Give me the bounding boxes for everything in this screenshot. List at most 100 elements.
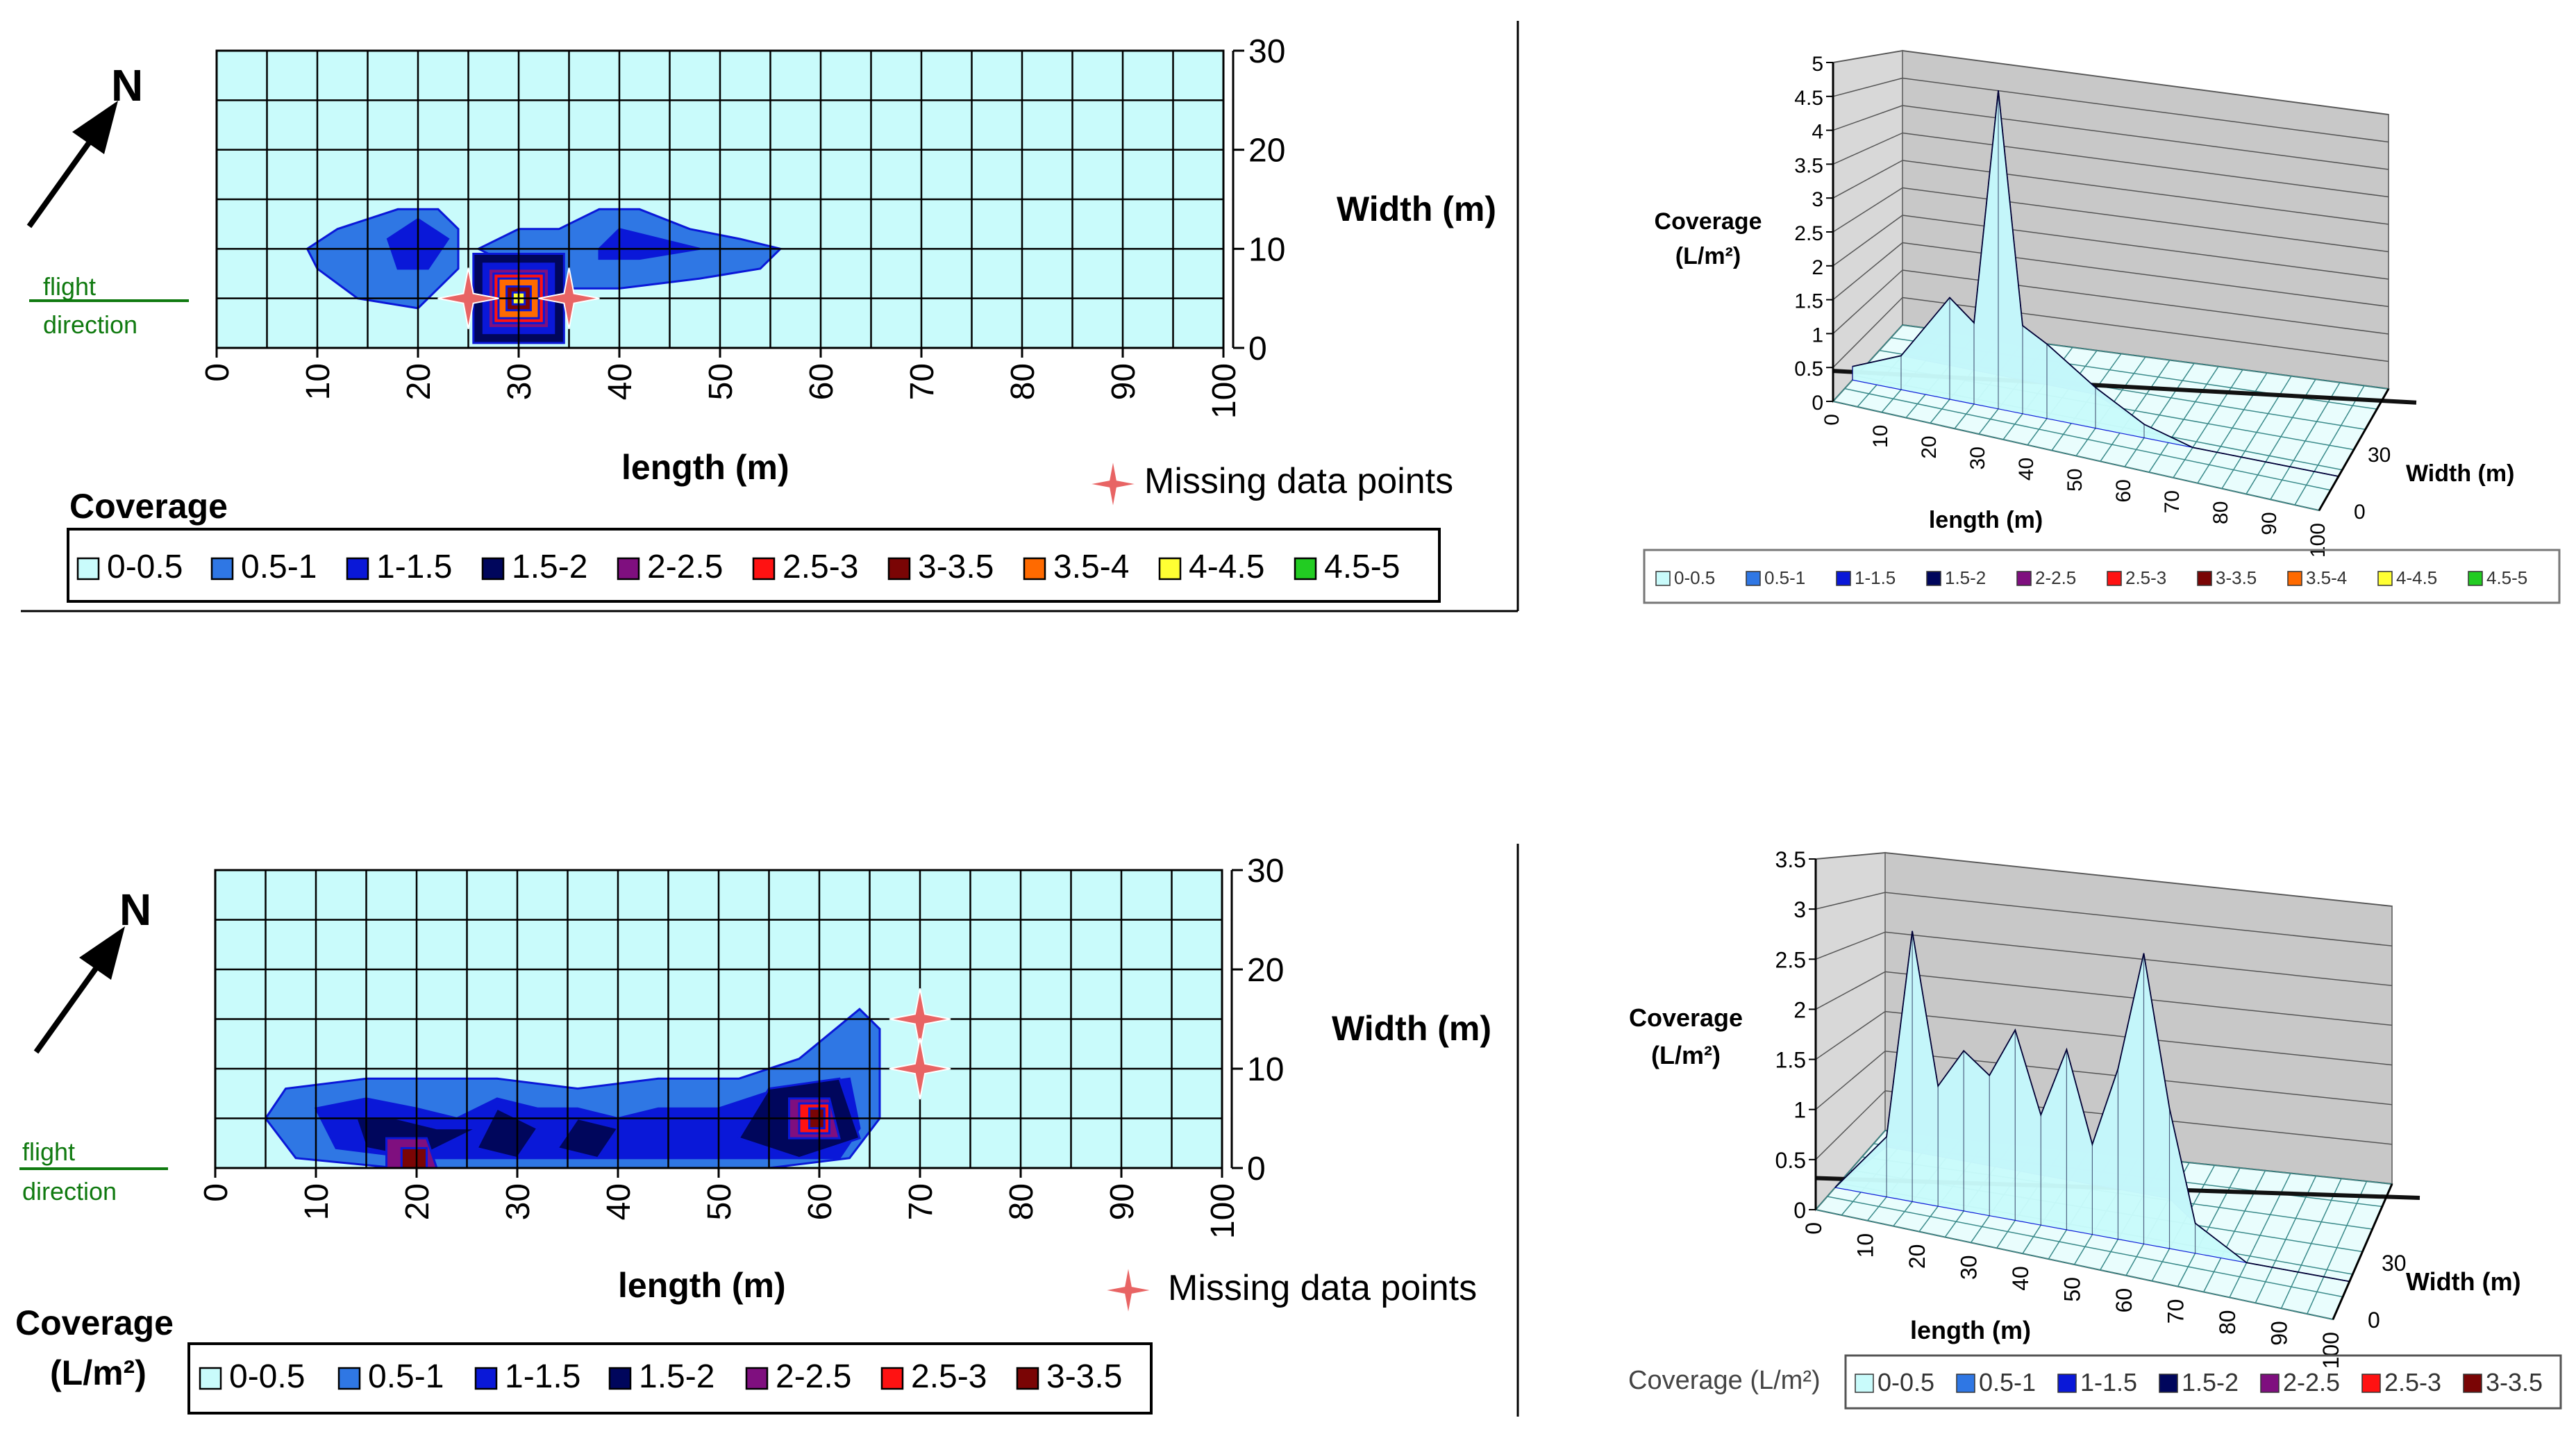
legend-swatch <box>1023 557 1046 581</box>
legend-label: 0.5-1 <box>241 549 317 585</box>
direction-label: direction <box>22 1177 117 1206</box>
grid-line <box>1815 971 1886 1010</box>
width-tick-label: 0 <box>2368 1308 2380 1333</box>
grid-line <box>1832 242 1903 301</box>
z-tick-label: 3 <box>1812 188 1823 211</box>
legend-box <box>67 528 1441 603</box>
x-tick-label: 60 <box>2111 1288 2136 1313</box>
surface-outline <box>1834 931 2350 1283</box>
x-tick-label: 30 <box>1966 447 1989 469</box>
legend-swatch <box>2016 571 2032 586</box>
legend-label: 1-1.5 <box>505 1358 580 1395</box>
missing-data-star-icon <box>437 267 499 329</box>
x-tick-label: 70 <box>904 363 941 400</box>
length-axis-label: length (m) <box>1910 1316 2031 1344</box>
x-tick-label: 30 <box>500 1183 537 1220</box>
y-tick-label: 20 <box>1247 952 1284 989</box>
north-arrow-icon <box>26 101 118 228</box>
grid-line <box>1884 931 2393 987</box>
y-tick-label: 10 <box>1248 231 1285 268</box>
coverage-legend-unit: (L/m²) <box>50 1353 147 1392</box>
x-tick-label: 80 <box>1005 363 1042 400</box>
y-tick-label: 10 <box>1247 1051 1284 1088</box>
legend-label: 2-2.5 <box>2035 567 2076 588</box>
x-tick-label: 90 <box>2267 1321 2292 1346</box>
legend-label: 4-4.5 <box>2396 567 2437 588</box>
legend-swatch <box>2361 1374 2381 1393</box>
floor-grid-line <box>1844 387 2331 491</box>
legend-swatch <box>1294 557 1317 581</box>
x-tick-label: 10 <box>300 363 337 400</box>
coverage-legend-title: Coverage <box>69 487 228 526</box>
width-axis-label: Width (m) <box>1332 1009 1491 1048</box>
legend-swatch <box>2463 1374 2482 1393</box>
width-tick-label: 30 <box>2368 444 2391 467</box>
x-tick-label: 20 <box>1918 435 1941 458</box>
grid-line <box>1902 50 2389 115</box>
legend-swatch <box>745 1367 769 1390</box>
contour-band-1.5-2 <box>555 1117 620 1160</box>
legend-swatch <box>1926 571 1941 586</box>
legend-swatch <box>2260 1374 2280 1393</box>
y-tick-label: 30 <box>1248 33 1285 70</box>
length-axis-label: length (m) <box>1929 507 2043 533</box>
x-tick-label: 80 <box>2215 1310 2240 1335</box>
direction-label: direction <box>43 310 137 339</box>
legend-label: 4.5-5 <box>2486 567 2527 588</box>
z-tick-label: 2.5 <box>1775 947 1806 972</box>
legend-label: 4.5-5 <box>1324 549 1400 585</box>
grid-line <box>1832 77 1903 97</box>
width-axis-line <box>2332 1183 2393 1320</box>
legend-label: 3-3.5 <box>1046 1358 1122 1395</box>
legend-swatch <box>880 1367 904 1390</box>
grid-line <box>1884 852 2393 907</box>
legend-label: 0.5-1 <box>1764 567 1805 588</box>
x-tick-label: 30 <box>501 363 538 400</box>
x-tick-label: 100 <box>1205 1183 1241 1239</box>
grid-line <box>1815 852 1886 860</box>
z-tick-label: 0 <box>1812 392 1823 415</box>
floor-grid-line <box>1815 1209 2334 1320</box>
floor-grid-line <box>1832 401 2320 511</box>
flight-label: flight <box>43 272 96 301</box>
x-tick-label: 0 <box>198 1183 235 1202</box>
width-axis-label: Width (m) <box>2406 460 2514 487</box>
grid-line <box>1902 215 2389 280</box>
legend-swatch <box>1016 1367 1039 1390</box>
width-axis-label: Width (m) <box>2406 1267 2521 1296</box>
legend-label: 1.5-2 <box>2182 1368 2239 1396</box>
grid-line <box>1902 105 2389 170</box>
coverage-axis-label: Coverage <box>1629 1003 1743 1032</box>
north-arrow-icon <box>33 926 125 1054</box>
legend-swatch <box>2197 571 2212 586</box>
grid-line <box>1815 1090 1886 1160</box>
missing-points-label: Missing data points <box>1144 461 1453 501</box>
legend-swatch <box>199 1367 222 1390</box>
legend-label: 3-3.5 <box>2486 1368 2543 1396</box>
legend-label: 0.5-1 <box>1979 1368 2036 1396</box>
coverage-legend-title: Coverage <box>15 1303 174 1342</box>
coverage-axis-label: Coverage <box>1655 208 1762 235</box>
legend-label: 1-1.5 <box>2080 1368 2137 1396</box>
grid-line <box>1815 931 1886 960</box>
legend-label: 1-1.5 <box>1855 567 1896 588</box>
z-tick-label: 4.5 <box>1794 87 1823 110</box>
grid-line <box>1832 50 1903 63</box>
flight-label: flight <box>22 1137 75 1166</box>
x-tick-label: 50 <box>703 363 739 400</box>
legend-label: 0-0.5 <box>229 1358 305 1395</box>
missing-data-star-icon <box>889 1037 951 1100</box>
legend-swatch <box>887 557 911 581</box>
x-tick-label: 80 <box>1003 1183 1040 1220</box>
missing-points-label: Missing data points <box>1168 1268 1477 1308</box>
coverage-legend-title: Coverage (L/m²) <box>1628 1366 1821 1395</box>
legend-swatch <box>346 557 369 581</box>
x-tick-label: 80 <box>2209 501 2232 524</box>
legend-label: 1.5-2 <box>512 549 587 585</box>
legend-swatch <box>2287 571 2302 586</box>
surface-chart-bottom: 0 0.5 1 1.5 2 2.5 3 3.5 0 10 20 30 40 50 60 70 80 90 100 0 3… <box>1628 847 2562 1410</box>
x-tick-label: 40 <box>2015 458 2038 481</box>
legend-label: 2-2.5 <box>2283 1368 2340 1396</box>
z-tick-label: 5 <box>1812 53 1823 76</box>
